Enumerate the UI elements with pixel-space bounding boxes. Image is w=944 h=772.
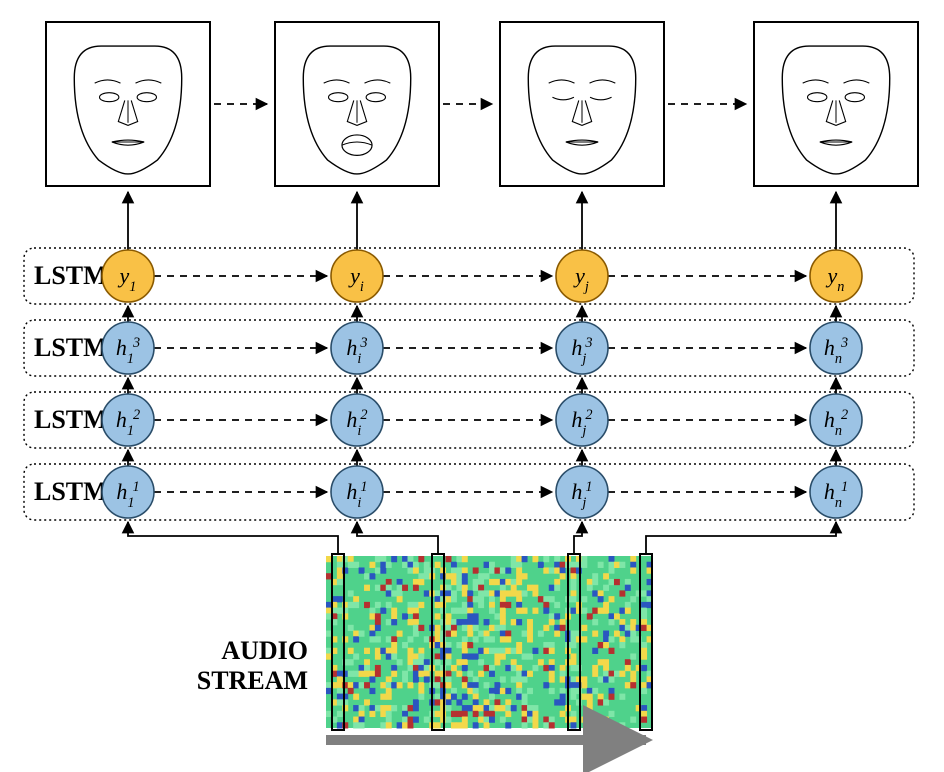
audio-label-line1: AUDIO bbox=[221, 636, 308, 665]
audio-to-lstm-arrow bbox=[646, 522, 836, 554]
diagram-svg: LSTMLSTMLSTMLSTMh11hi1hj1hn1h12hi2hj2hn2… bbox=[0, 0, 944, 772]
audio-to-lstm-arrow bbox=[357, 522, 438, 554]
audio-label-line2: STREAM bbox=[197, 666, 308, 695]
lstm-layer-label: LSTM bbox=[34, 261, 108, 290]
audio-to-lstm-arrow bbox=[574, 522, 582, 554]
audio-to-lstm-arrow bbox=[128, 522, 338, 554]
lstm-layer-label: LSTM bbox=[34, 477, 108, 506]
lstm-layer-label: LSTM bbox=[34, 405, 108, 434]
lstm-layer-label: LSTM bbox=[34, 333, 108, 362]
